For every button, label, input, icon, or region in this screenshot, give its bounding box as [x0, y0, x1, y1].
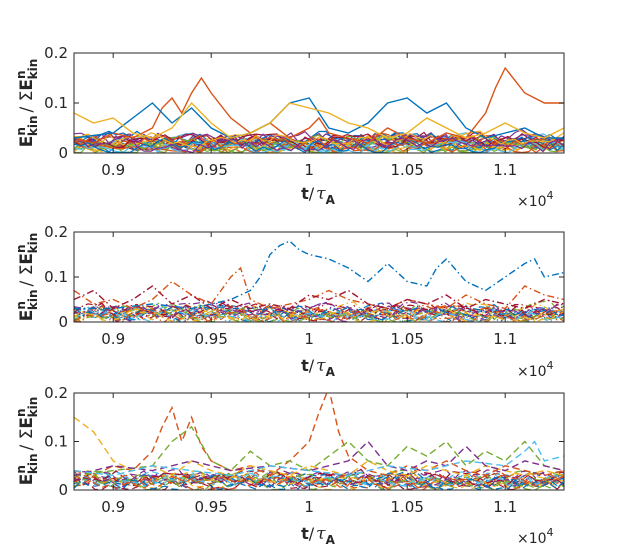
x-exponent: ×104 [517, 526, 554, 547]
y-tick-label: 0.2 [44, 223, 68, 241]
y-tick-label: 0.2 [44, 384, 68, 402]
x-tick-label: 1 [304, 330, 314, 348]
y-tick-label: 0.1 [44, 268, 68, 286]
series-line [74, 97, 564, 139]
y-tick-label: 0 [58, 313, 68, 331]
series-line [74, 133, 564, 150]
panel-top: 0.9 0.95 1 1.05 1.1 0 0.1 0.2 Enkin/ ΣEnkin t/τ… [14, 44, 565, 210]
x-axis-label: t/τA [301, 524, 335, 547]
series-line [74, 307, 564, 322]
series-line [74, 135, 564, 153]
series-line [74, 475, 564, 490]
series-line [74, 440, 564, 477]
series-line [74, 471, 564, 490]
series-line [74, 300, 564, 317]
x-exponent: ×104 [517, 359, 554, 380]
series-line [74, 416, 564, 477]
x-tick-label: 1.1 [493, 330, 517, 348]
x-tick-label: 0.9 [101, 161, 125, 179]
x-axis-label: t/τA [301, 184, 335, 207]
series-line [74, 266, 564, 310]
x-axis-label: t/τA [301, 356, 335, 379]
series-line [74, 285, 564, 310]
series-line [74, 302, 564, 319]
series-line [74, 132, 564, 150]
x-tick-label: 1.1 [493, 498, 517, 516]
x-tick-label: 1.05 [390, 161, 423, 179]
series-line [74, 302, 564, 316]
series-line [74, 468, 564, 485]
x-tick-label: 0.95 [194, 330, 227, 348]
series-line [74, 471, 564, 489]
y-tick-label: 0 [58, 144, 68, 162]
x-tick-label: 1.1 [493, 161, 517, 179]
series-line [74, 471, 564, 488]
series-line [74, 304, 564, 319]
series-line [74, 393, 564, 477]
series-line [74, 101, 564, 139]
x-tick-label: 0.9 [101, 498, 125, 516]
panel-middle: 0.9 0.95 1 1.05 1.1 0 0.1 0.2 Enkin/ ΣEnkin t/τ… [14, 223, 565, 380]
series-line [74, 307, 564, 322]
series-line [74, 136, 564, 153]
series-line [74, 425, 564, 477]
series-line [74, 469, 564, 489]
y-tick-label: 0 [58, 481, 68, 499]
x-tick-label: 0.95 [194, 498, 227, 516]
series-line [74, 240, 564, 310]
x-tick-label: 1 [304, 161, 314, 179]
series-line [74, 470, 564, 488]
series-line [74, 136, 564, 153]
series-group [74, 66, 564, 153]
y-tick-label: 0.1 [44, 94, 68, 112]
series-line [74, 66, 564, 144]
series-line [74, 473, 564, 490]
series-line [74, 306, 564, 322]
series-line [74, 301, 564, 318]
y-axis-label: Enkin/ ΣEnkin [14, 233, 40, 322]
x-exponent: ×104 [517, 189, 554, 210]
x-tick-label: 1.05 [390, 330, 423, 348]
x-tick-label: 1.05 [390, 498, 423, 516]
series-line [74, 473, 564, 489]
y-axis-label: Enkin/ ΣEnkin [14, 397, 40, 486]
x-tick-label: 0.9 [101, 330, 125, 348]
panel-bottom: 0.9 0.95 1 1.05 1.1 0 0.1 0.2 Enkin/ ΣEnkin t/τ… [14, 384, 565, 547]
x-tick-label: 0.95 [194, 161, 227, 179]
y-tick-label: 0.1 [44, 433, 68, 451]
series-line [74, 440, 564, 477]
series-line [74, 140, 564, 153]
series-group [74, 393, 564, 490]
y-axis-label: Enkin/ ΣEnkin [14, 59, 40, 148]
x-tick-label: 1 [304, 498, 314, 516]
y-tick-label: 0.2 [44, 44, 68, 62]
series-group [74, 240, 564, 322]
